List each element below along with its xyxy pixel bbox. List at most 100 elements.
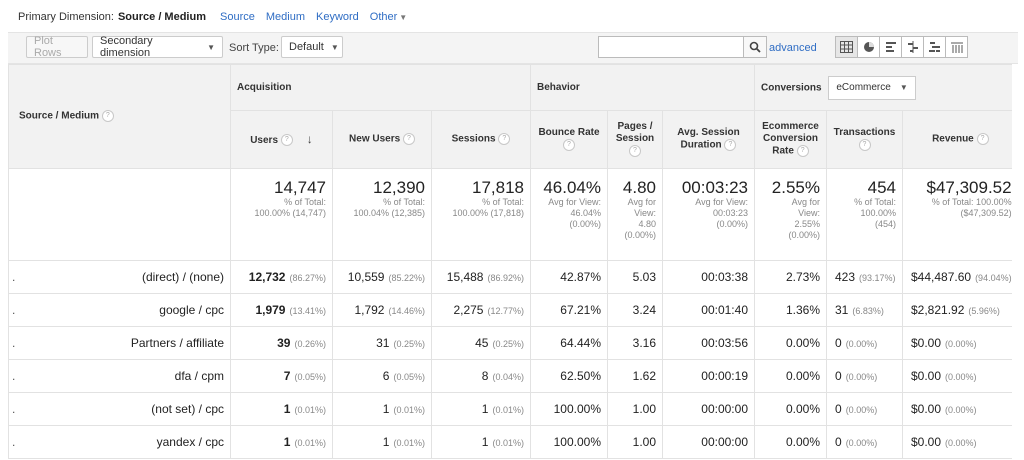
source-medium-link[interactable]: (not set) / cpc bbox=[151, 402, 224, 416]
sessions-percent: (0.01%) bbox=[492, 438, 524, 448]
source-medium-cell[interactable]: . (direct) / (none) bbox=[8, 260, 231, 294]
conversions-goal-dropdown[interactable]: eCommerce ▼ bbox=[828, 75, 916, 100]
users-cell: 1 (0.01%) bbox=[230, 425, 333, 459]
bounce-rate-cell: 67.21% bbox=[530, 293, 608, 327]
view-performance-button[interactable] bbox=[879, 36, 902, 58]
advanced-filter-link[interactable]: advanced bbox=[769, 42, 817, 54]
source-medium-cell[interactable]: . dfa / cpm bbox=[8, 359, 231, 393]
new-users-value: 1 bbox=[382, 402, 390, 416]
row-marker: . bbox=[12, 270, 16, 284]
source-medium-cell[interactable]: . yandex / cpc bbox=[8, 425, 231, 459]
header-sessions[interactable]: Sessions ? bbox=[431, 110, 531, 169]
revenue-cell: $0.00 (0.00%) bbox=[902, 326, 1019, 360]
total-new-users: 12,390% of Total: 100.04% (12,385) bbox=[332, 168, 432, 261]
plot-rows-button[interactable]: Plot Rows bbox=[26, 35, 88, 59]
table-row[interactable]: . dfa / cpm 7 (0.05%) 6 (0.05%) 8 (0.04%) 62… bbox=[8, 359, 1019, 393]
transactions-value: 423 bbox=[835, 270, 856, 284]
dimension-other-dropdown[interactable]: Other ▼ bbox=[370, 11, 407, 23]
total-duration-value: 00:03:23 bbox=[681, 178, 748, 197]
sort-down-arrow-icon: ↓ bbox=[306, 131, 313, 146]
view-pivot-button[interactable] bbox=[945, 36, 968, 58]
table-row[interactable]: . yandex / cpc 1 (0.01%) 1 (0.01%) 1 (0.01%)… bbox=[8, 425, 1019, 459]
help-icon[interactable]: ? bbox=[858, 139, 871, 152]
help-icon[interactable]: ? bbox=[280, 133, 293, 146]
table-row[interactable]: . Partners / affiliate 39 (0.26%) 31 (0.25%… bbox=[8, 326, 1019, 360]
group-behavior: Behavior bbox=[530, 64, 755, 111]
revenue-value: $0.00 bbox=[911, 402, 942, 416]
dimension-link-keyword[interactable]: Keyword bbox=[315, 11, 359, 23]
primary-dimension-selected[interactable]: Source / Medium bbox=[117, 11, 206, 23]
dimension-link-source[interactable]: Source bbox=[220, 11, 255, 23]
header-avg-session-duration[interactable]: Avg. Session Duration ? bbox=[662, 110, 755, 169]
revenue-value: $0.00 bbox=[911, 336, 942, 350]
transactions-cell: 0 (0.00%) bbox=[826, 425, 903, 459]
help-icon[interactable]: ? bbox=[724, 139, 737, 152]
total-users-sub2: 100.00% (14,747) bbox=[254, 208, 326, 218]
total-revenue-sub2: ($47,309.52) bbox=[960, 208, 1012, 218]
view-comparison-button[interactable] bbox=[901, 36, 924, 58]
users-percent: (0.01%) bbox=[294, 438, 326, 448]
revenue-value: $44,487.60 bbox=[911, 270, 972, 284]
header-users[interactable]: Users ? ↓ bbox=[230, 110, 333, 169]
new-users-value: 6 bbox=[382, 369, 390, 383]
sessions-percent: (86.92%) bbox=[487, 273, 524, 283]
sessions-cell: 15,488 (86.92%) bbox=[431, 260, 531, 294]
help-icon[interactable]: ? bbox=[976, 133, 989, 146]
total-pages-sub1: Avg for bbox=[627, 197, 656, 207]
total-pages-sub3: 4.80 bbox=[638, 219, 656, 229]
header-new-users[interactable]: New Users ? bbox=[332, 110, 432, 169]
help-icon[interactable]: ? bbox=[629, 145, 641, 158]
header-bounce-rate[interactable]: Bounce Rate? bbox=[530, 110, 608, 169]
source-medium-link[interactable]: (direct) / (none) bbox=[141, 270, 224, 284]
transactions-value: 0 bbox=[835, 402, 842, 416]
transactions-cell: 31 (6.83%) bbox=[826, 293, 903, 327]
total-bounce-sub3: (0.00%) bbox=[569, 219, 601, 229]
sort-type-dropdown[interactable]: Default ▼ bbox=[281, 36, 343, 58]
secondary-dimension-dropdown[interactable]: Secondary dimension ▼ bbox=[92, 35, 223, 59]
total-duration-sub3: (0.00%) bbox=[716, 219, 748, 229]
view-data-button[interactable] bbox=[835, 36, 858, 58]
header-revenue[interactable]: Revenue ? bbox=[902, 110, 1019, 169]
total-trans-sub2: 100.00% bbox=[860, 208, 896, 218]
help-icon[interactable]: ? bbox=[101, 110, 114, 123]
source-medium-link[interactable]: Partners / affiliate bbox=[130, 336, 224, 350]
source-medium-link[interactable]: dfa / cpm bbox=[174, 369, 224, 383]
help-icon[interactable]: ? bbox=[563, 139, 575, 152]
table-row[interactable]: . google / cpc 1,979 (13.41%) 1,792 (14.46%… bbox=[8, 293, 1019, 327]
table-row[interactable]: . (direct) / (none) 12,732 (86.27%) 10,559… bbox=[8, 260, 1019, 294]
revenue-cell: $0.00 (0.00%) bbox=[902, 392, 1019, 426]
dimension-link-medium[interactable]: Medium bbox=[265, 11, 305, 23]
chevron-down-icon: ▼ bbox=[207, 42, 215, 52]
header-ecommerce-conversion-rate[interactable]: Ecommerce Conversion Rate ? bbox=[754, 110, 827, 169]
source-medium-link[interactable]: google / cpc bbox=[159, 303, 224, 317]
users-cell: 1,979 (13.41%) bbox=[230, 293, 333, 327]
table-search-input[interactable] bbox=[598, 36, 744, 58]
view-term-cloud-button[interactable] bbox=[923, 36, 946, 58]
help-icon[interactable]: ? bbox=[796, 145, 809, 158]
total-users-value: 14,747 bbox=[274, 178, 326, 197]
source-medium-link[interactable]: yandex / cpc bbox=[156, 435, 224, 449]
view-switcher bbox=[835, 36, 968, 58]
header-revenue-label: Revenue bbox=[932, 133, 974, 145]
sessions-percent: (0.01%) bbox=[492, 405, 524, 415]
header-pages-session[interactable]: Pages / Session? bbox=[607, 110, 663, 169]
source-medium-cell[interactable]: . google / cpc bbox=[8, 293, 231, 327]
users-percent: (0.01%) bbox=[294, 405, 326, 415]
table-toolbar: Plot Rows Secondary dimension ▼ Sort Type… bbox=[8, 32, 1018, 64]
help-icon[interactable]: ? bbox=[402, 133, 415, 146]
avg-duration-cell: 00:00:19 bbox=[662, 359, 755, 393]
comparison-icon bbox=[907, 41, 918, 53]
pie-chart-icon bbox=[863, 42, 874, 52]
source-medium-cell[interactable]: . (not set) / cpc bbox=[8, 392, 231, 426]
total-duration-sub1: Avg for View: bbox=[695, 197, 748, 207]
header-source-medium[interactable]: Source / Medium ? bbox=[8, 64, 231, 169]
bounce-rate-cell: 100.00% bbox=[530, 392, 608, 426]
view-pie-button[interactable] bbox=[857, 36, 880, 58]
total-avg-duration: 00:03:23 Avg for View: 00:03:23 (0.00%) bbox=[662, 168, 755, 261]
search-button[interactable] bbox=[743, 36, 767, 58]
sessions-cell: 1 (0.01%) bbox=[431, 425, 531, 459]
table-row[interactable]: . (not set) / cpc 1 (0.01%) 1 (0.01%) 1 (0.0… bbox=[8, 392, 1019, 426]
header-transactions[interactable]: Transactions? bbox=[826, 110, 903, 169]
source-medium-cell[interactable]: . Partners / affiliate bbox=[8, 326, 231, 360]
help-icon[interactable]: ? bbox=[498, 133, 511, 146]
